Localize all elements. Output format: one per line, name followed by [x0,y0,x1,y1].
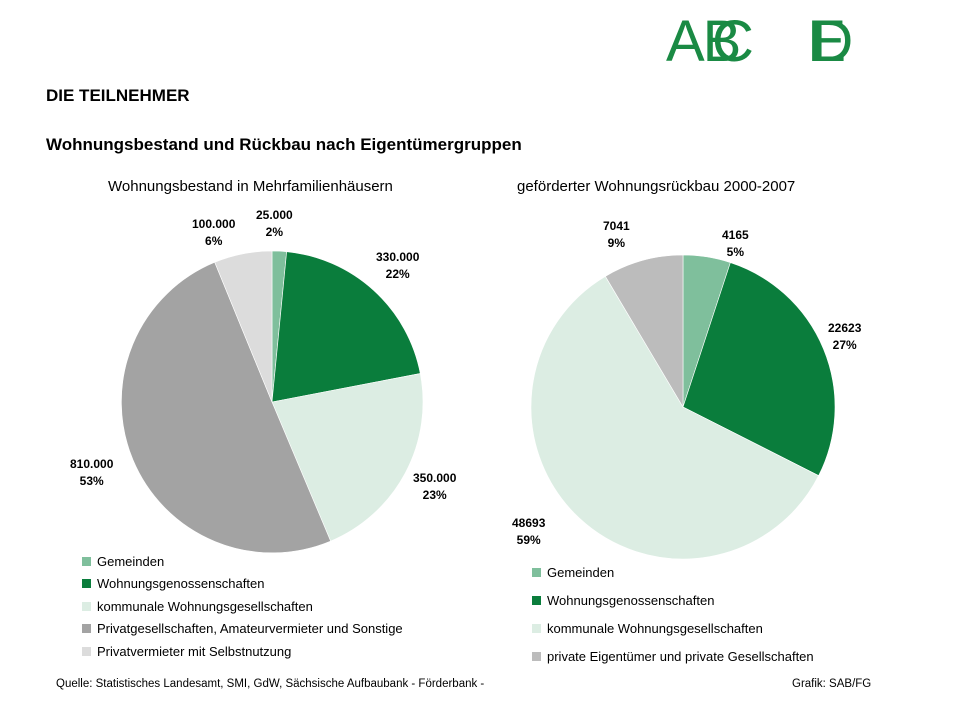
legend-item: Privatgesellschaften, Amateurvermieter u… [82,618,403,641]
legend-label: Gemeinden [547,564,615,580]
chart-1-label-percent: 6% [205,234,223,248]
chart-2-slice-3 [604,254,684,409]
legend-label: kommunale Wohnungsgesellschaften [97,598,313,614]
chart-2-label-value: 48693 [512,516,546,530]
legend-swatch [82,624,91,634]
legend-item: private Eigentümer und private Gesellsch… [532,642,814,670]
chart-1-slice-4 [214,250,273,403]
chart-1-slice-1 [271,251,421,403]
chart-2-label-value: 4165 [722,228,749,242]
chart-2-slice-1 [682,262,836,477]
chart-1-label-value: 25.000 [256,208,293,222]
chart-1-slice-2 [271,373,424,542]
chart-2-slice-2 [530,275,820,560]
legend-label: private Eigentümer und private Gesellsch… [547,648,814,664]
legend-item: Gemeinden [532,558,814,586]
legend-label: Privatvermieter mit Selbstnutzung [97,643,292,659]
chart-1-label-privatvermieter: 100.000 6% [192,216,235,250]
legend-item: kommunale Wohnungsgesellschaften [532,614,814,642]
chart-1-label-value: 100.000 [192,217,236,231]
chart-1-title: Wohnungsbestand in Mehrfamilienhäusern [108,178,393,195]
chart-2-label-percent: 27% [832,338,857,352]
graphic-credit: Grafik: SAB/FG [792,678,872,690]
chart-2-label-percent: 59% [516,533,541,547]
logo-text-4: D [811,9,853,74]
page-heading: DIE TEILNEHMER [46,86,190,105]
legend-item: Wohnungsgenossenschaften [532,586,814,614]
chart-2-label-percent: 5% [726,245,745,259]
chart-1-legend: Gemeinden Wohnungsgenossenschaften kommu… [82,550,403,663]
chart-1-label-percent: 53% [79,474,104,488]
chart-2-title: geförderter Wohnungsrückbau 2000-2007 [517,178,796,195]
legend-swatch [532,623,541,633]
chart-1-slice-3 [121,261,332,554]
chart-2-label-gemeinden: 4165 5% [722,227,749,261]
legend-swatch [82,579,91,589]
logo: AB C E D [665,9,853,74]
chart-2-label-privat: 7041 9% [603,218,630,252]
chart-1-label-gemeinden: 25.000 2% [256,207,293,241]
logo-text-1: AB [665,9,741,74]
logo-text-2: C [711,9,754,74]
legend-swatch [532,595,541,605]
chart-1-pie [121,250,424,554]
chart-2-legend: Gemeinden Wohnungsgenossenschaften kommu… [532,558,814,670]
legend-label: Wohnungsgenossenschaften [547,592,715,608]
chart-1-label-genossenschaften: 330.000 22% [376,249,419,283]
legend-swatch [532,567,541,577]
page-subheading: Wohnungsbestand und Rückbau nach Eigentü… [46,135,522,154]
legend-swatch [82,601,91,611]
chart-1-label-percent: 2% [265,225,284,239]
chart-2-label-percent: 9% [607,236,626,250]
source-note: Quelle: Statistisches Landesamt, SMI, Gd… [56,678,485,690]
legend-label: Privatgesellschaften, Amateurvermieter u… [97,621,403,637]
chart-2-label-value: 22623 [828,321,862,335]
chart-2-label-value: 7041 [603,219,630,233]
chart-1-label-kommunale: 350.000 23% [413,470,456,504]
chart-1-label-value: 810.000 [70,457,114,471]
legend-item: kommunale Wohnungsgesellschaften [82,595,403,618]
chart-2-pie [530,254,836,560]
logo-text-3: E [807,9,846,74]
chart-1-label-value: 330.000 [376,250,420,264]
legend-label: Wohnungsgenossenschaften [97,576,265,592]
legend-label: Gemeinden [97,553,165,569]
legend-label: kommunale Wohnungsgesellschaften [547,620,763,636]
legend-item: Wohnungsgenossenschaften [82,573,403,596]
chart-2-label-kommunale: 48693 59% [512,515,545,549]
chart-1-label-value: 350.000 [413,471,457,485]
legend-swatch [82,556,91,566]
chart-1-label-percent: 23% [422,488,447,502]
chart-1-label-privatgesellschaften: 810.000 53% [70,456,113,490]
chart-1-label-percent: 22% [385,267,410,281]
legend-swatch [82,646,91,656]
legend-item: Privatvermieter mit Selbstnutzung [82,640,403,663]
legend-swatch [532,651,541,661]
logo-group-left: AB C [665,9,754,74]
legend-item: Gemeinden [82,550,403,573]
chart-2-label-genossenschaften: 22623 27% [828,320,861,354]
